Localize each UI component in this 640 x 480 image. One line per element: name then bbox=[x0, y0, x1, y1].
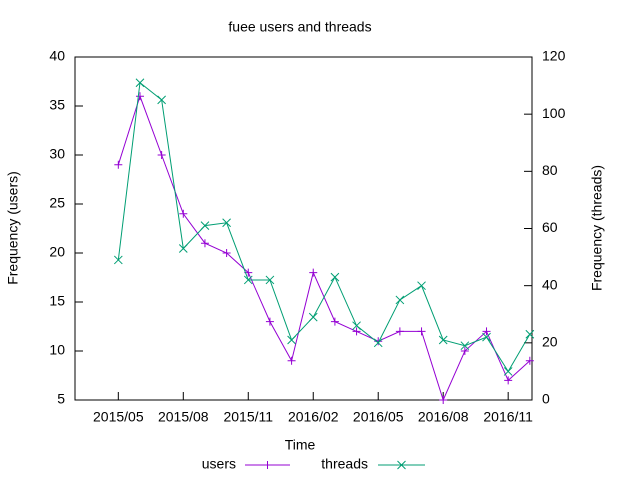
y-tick-label: 35 bbox=[49, 97, 65, 113]
point-marker bbox=[525, 329, 535, 339]
y2-tick-label: 40 bbox=[542, 276, 558, 292]
point-marker bbox=[438, 335, 448, 345]
point-marker bbox=[243, 275, 253, 285]
y2-axis-label: Frequency (threads) bbox=[589, 165, 605, 291]
point-marker bbox=[482, 332, 491, 342]
point-marker bbox=[157, 151, 166, 159]
point-marker bbox=[352, 321, 361, 331]
y2-tick-label: 120 bbox=[542, 48, 566, 64]
point-marker bbox=[330, 317, 339, 326]
point-marker bbox=[200, 221, 210, 230]
x-tick-label: 2015/11 bbox=[223, 409, 273, 425]
series-line bbox=[117, 81, 531, 373]
plot-border bbox=[74, 56, 533, 401]
point-marker bbox=[460, 347, 469, 355]
point-marker bbox=[330, 272, 340, 282]
point-marker bbox=[265, 317, 274, 326]
y-tick-label: 25 bbox=[49, 195, 65, 211]
legend-label: users bbox=[202, 456, 236, 472]
y-tick-label: 20 bbox=[49, 244, 65, 260]
point-marker bbox=[525, 356, 534, 365]
point-marker bbox=[439, 396, 448, 404]
y2-tick-label: 0 bbox=[542, 391, 550, 407]
y2-tick-label: 60 bbox=[542, 219, 558, 235]
y2-tick-label: 100 bbox=[542, 105, 566, 121]
point-marker bbox=[352, 327, 361, 336]
series-line bbox=[117, 94, 531, 402]
x-tick-label: 2015/05 bbox=[93, 409, 144, 425]
point-marker bbox=[135, 78, 145, 88]
point-marker bbox=[460, 341, 470, 351]
point-marker bbox=[135, 92, 144, 101]
point-marker bbox=[113, 255, 123, 265]
x-tick-label: 2016/05 bbox=[353, 409, 404, 425]
point-marker bbox=[373, 338, 383, 348]
chart-title: fuee users and threads bbox=[228, 19, 371, 35]
y-tick-label: 30 bbox=[49, 146, 65, 162]
x-axis-label: Time bbox=[285, 437, 316, 453]
point-marker bbox=[309, 268, 318, 277]
point-marker bbox=[200, 239, 209, 248]
point-marker bbox=[222, 218, 231, 228]
point-marker bbox=[287, 356, 296, 365]
x-tick-label: 2016/08 bbox=[418, 409, 469, 425]
x-tick-label: 2016/11 bbox=[483, 409, 533, 425]
y-tick-label: 5 bbox=[57, 391, 65, 407]
point-marker bbox=[482, 327, 491, 336]
y-tick-label: 10 bbox=[49, 342, 65, 358]
point-marker bbox=[503, 367, 513, 376]
x-tick-label: 2016/02 bbox=[288, 409, 339, 425]
legend-label: threads bbox=[321, 456, 368, 472]
y2-tick-label: 80 bbox=[542, 162, 558, 178]
point-marker bbox=[222, 249, 231, 257]
point-marker bbox=[395, 295, 405, 305]
y-tick-label: 40 bbox=[49, 48, 65, 64]
point-marker bbox=[114, 160, 123, 169]
legend-marker bbox=[263, 461, 272, 469]
point-marker bbox=[265, 275, 275, 285]
point-marker bbox=[179, 209, 188, 218]
point-marker bbox=[417, 281, 426, 291]
point-marker bbox=[504, 376, 513, 385]
y2-tick-label: 20 bbox=[542, 334, 558, 350]
point-marker bbox=[287, 335, 296, 345]
x-tick-label: 2015/08 bbox=[158, 409, 209, 425]
legend-marker bbox=[397, 460, 406, 470]
point-marker bbox=[157, 95, 166, 105]
point-marker bbox=[308, 312, 318, 322]
point-marker bbox=[178, 244, 188, 253]
y-axis-label: Frequency (users) bbox=[5, 171, 21, 285]
point-marker bbox=[417, 327, 426, 336]
point-marker bbox=[395, 327, 404, 336]
y-tick-label: 15 bbox=[49, 293, 65, 309]
